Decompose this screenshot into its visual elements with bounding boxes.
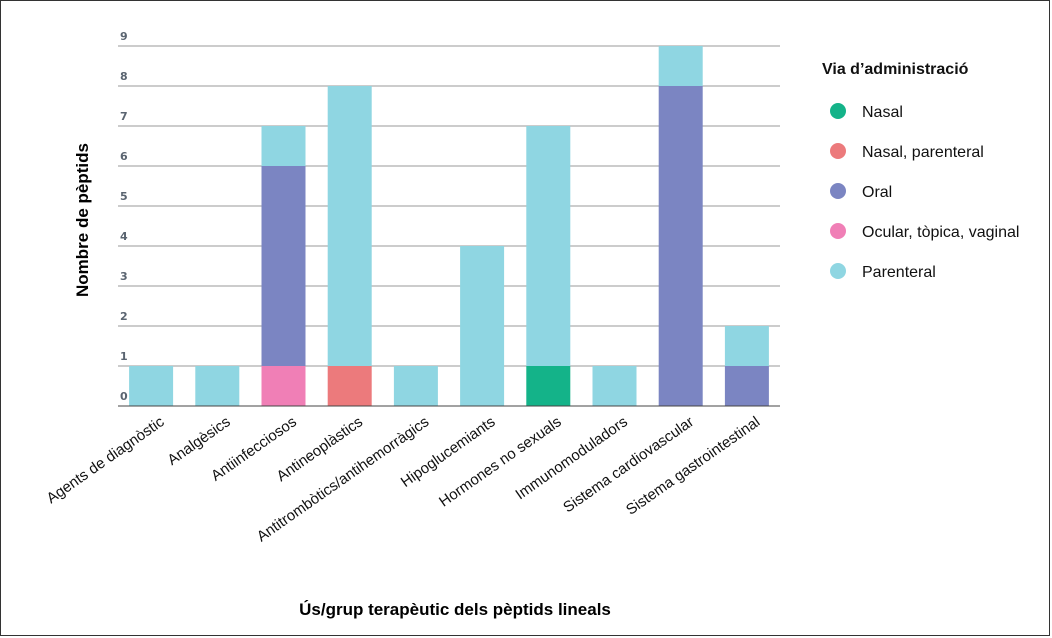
bar-segment-parenteral [592,366,637,406]
y-tick-label: 3 [120,270,128,283]
x-axis-title: Ús/grup terapèutic dels pèptids lineals [299,600,611,619]
bar-segment-ocular-t-pica-vaginal [261,366,306,406]
bar-segment-parenteral [261,126,306,166]
legend-label: Ocular, tòpica, vaginal [862,224,1019,241]
bar-segment-nasal [526,366,571,406]
y-tick-label: 7 [120,110,128,123]
y-tick-label: 1 [120,350,128,363]
x-tick-label: Immunomoduladors [512,413,630,503]
y-axis-title: Nombre de pèptids [73,143,92,297]
y-tick-label: 0 [120,390,128,403]
y-tick-label: 9 [120,30,128,43]
y-tick-label: 4 [120,230,128,243]
bar-segment-parenteral [460,246,505,406]
x-tick-label: Hormones no sexuals [436,413,565,510]
bar-segment-parenteral [658,46,703,86]
legend-label: Nasal, parenteral [862,144,984,161]
x-tick-labels: Agents de diagnòsticAnalgèsicsAntiinfecc… [44,413,764,545]
bars [129,46,769,406]
bar-segment-parenteral [724,326,769,366]
legend-swatch [830,223,846,239]
bar-segment-oral [658,86,703,406]
y-tick-labels: 0 1 2 3 4 5 6 7 8 9 [120,30,128,403]
legend-swatch [830,263,846,279]
bar-segment-parenteral [129,366,174,406]
bar-segment-oral [724,366,769,406]
legend: Via d’administració Nasal Nasal, parenter… [822,61,1019,281]
y-tick-label: 2 [120,310,128,323]
legend-label: Oral [862,184,892,201]
legend-title: Via d’administració [822,61,969,78]
legend-swatch [830,183,846,199]
bar-segment-parenteral [195,366,240,406]
bar-segment-parenteral [526,126,571,366]
bar-segment-nasal-parenteral [327,366,372,406]
bar-segment-oral [261,166,306,366]
y-tick-label: 5 [120,190,128,203]
legend-label: Nasal [862,104,903,121]
legend-swatch [830,143,846,159]
legend-swatch [830,103,846,119]
y-tick-label: 8 [120,70,128,83]
bar-segment-parenteral [393,366,438,406]
y-tick-label: 6 [120,150,128,163]
x-tick-label: Agents de diagnòstic [44,413,168,507]
bar-segment-parenteral [327,86,372,366]
legend-label: Parenteral [862,264,936,281]
